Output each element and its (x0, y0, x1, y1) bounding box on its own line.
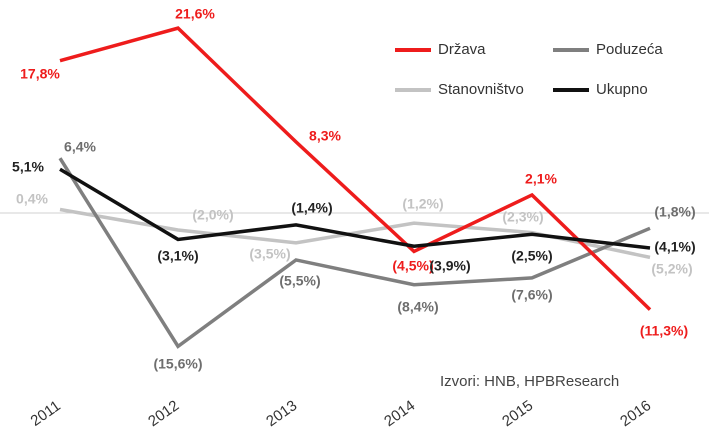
data-label: 5,1% (12, 159, 44, 175)
data-label: (2,5%) (511, 248, 552, 264)
x-tick-label: 2014 (381, 397, 418, 430)
data-label: (5,2%) (651, 261, 692, 277)
data-label: 6,4% (64, 139, 96, 155)
data-label: (1,2%) (402, 196, 443, 212)
data-label: (15,6%) (153, 356, 202, 372)
data-label: (8,4%) (397, 299, 438, 315)
data-label: (11,3%) (640, 323, 688, 339)
x-tick-label: 2011 (28, 397, 64, 429)
data-label: (2,0%) (192, 207, 233, 223)
series-line (58, 157, 651, 349)
data-label: (5,5%) (279, 273, 320, 289)
x-tick-label: 2012 (145, 397, 182, 430)
legend-label: Stanovništvo (438, 81, 524, 98)
source: Izvori: HNB, HPBResearch (440, 373, 619, 390)
data-label: (7,6%) (511, 287, 552, 303)
legend-label: Poduzeća (596, 41, 663, 58)
data-label: (3,1%) (157, 248, 198, 264)
data-label: (2,3%) (502, 209, 543, 225)
legend-label: Ukupno (596, 81, 648, 98)
x-tick-label: 2015 (499, 397, 536, 430)
x-tick-label: 2016 (617, 397, 654, 430)
series-line (59, 207, 651, 260)
series-line (59, 167, 651, 250)
data-label: 8,3% (309, 128, 341, 144)
data-label: 21,6% (175, 6, 215, 22)
data-label: (1,4%) (291, 200, 332, 216)
data-label: 17,8% (20, 66, 60, 82)
x-tick-label: 2013 (263, 397, 300, 430)
data-label: 2,1% (525, 171, 557, 187)
data-label: (4,5%) (392, 258, 433, 274)
data-label: (4,1%) (654, 239, 695, 255)
series-line (59, 26, 652, 311)
data-label: (1,8%) (654, 204, 695, 220)
data-label: (3,9%) (429, 258, 470, 274)
data-label: (3,5%) (249, 246, 290, 262)
legend-label: Država (438, 41, 486, 58)
data-label: 0,4% (16, 191, 48, 207)
